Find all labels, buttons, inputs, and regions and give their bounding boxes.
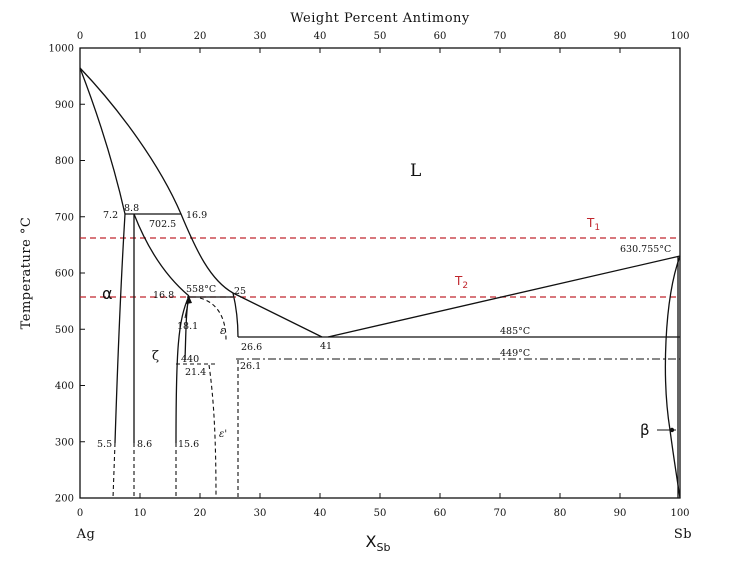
liquidus-ag-side: [79, 67, 323, 338]
isotherm-t2-main: T: [454, 274, 463, 288]
bottom-tick-label: 100: [670, 508, 689, 519]
bottom-tick-label: 50: [374, 508, 387, 519]
annotation-16-9: 16.9: [186, 210, 207, 221]
annotation-7-2: 7.2: [103, 210, 118, 221]
liquidus-sb-side: [327, 255, 681, 338]
isotherm-t1-label: T1: [586, 216, 600, 233]
t558-arrow-head: [186, 296, 192, 304]
annotation-702-5: 702.5: [149, 219, 176, 230]
top-tick-label: 30: [254, 31, 267, 42]
zeta-upper-boundary: [133, 213, 190, 297]
annotation-5-5: 5.5: [97, 439, 112, 450]
bottom-right-element: Sb: [674, 527, 692, 542]
left-tick-label: 700: [55, 212, 74, 223]
top-tick-label: 60: [434, 31, 447, 42]
bottom-tick-label: 90: [614, 508, 627, 519]
alpha-dashed-low: [112, 442, 116, 499]
left-tick-label: 300: [55, 437, 74, 448]
bottom-tick-label: 0: [77, 508, 83, 519]
annotation-8-8: 8.8: [124, 203, 139, 214]
top-tick-label: 90: [614, 31, 627, 42]
isotherm-t1-sub: 1: [594, 223, 600, 233]
annotation-41: 41: [320, 341, 332, 352]
isotherm-t2-label: T2: [454, 274, 468, 291]
annotation-26-6: 26.6: [241, 342, 262, 353]
plot-frame: [79, 47, 681, 499]
bottom-axis-ticks: 0 10 20 30 40 50 60 70 80 90 100: [77, 493, 690, 519]
left-axis-title: Temperature °C: [19, 217, 34, 330]
top-tick-label: 20: [194, 31, 207, 42]
left-tick-label: 600: [55, 269, 74, 280]
top-tick-label: 70: [494, 31, 507, 42]
phase-alpha: α: [102, 284, 113, 303]
bottom-tick-label: 80: [554, 508, 567, 519]
left-axis-ticks: 200 300 400 500 600 700 800 900 1000: [49, 44, 85, 505]
bottom-axis-title: XSb: [366, 532, 391, 554]
annotation-21-4: 21.4: [185, 367, 206, 378]
top-axis-ticks: 0 10 20 30 40 50 60 70 80 90 100: [77, 31, 690, 53]
alpha-solvus: [114, 213, 126, 444]
bottom-tick-label: 10: [134, 508, 147, 519]
isotherm-t2-sub: 2: [462, 281, 468, 291]
bottom-tick-label: 20: [194, 508, 207, 519]
left-tick-label: 800: [55, 156, 74, 167]
annotation-25: 25: [234, 286, 246, 297]
annotations: 7.2 8.8 16.9 702.5 558°C 16.8 25 18.1 26…: [97, 203, 671, 450]
alpha-solidus: [79, 67, 126, 215]
annotation-8-6: 8.6: [137, 439, 152, 450]
top-tick-label: 0: [77, 31, 83, 42]
phase-liquid: L: [410, 161, 421, 181]
left-tick-label: 900: [55, 100, 74, 111]
phase-zeta: ζ: [152, 349, 159, 364]
annotation-18-1: 18.1: [177, 321, 198, 332]
annotation-26-1: 26.1: [240, 361, 261, 372]
dashed-boundaries: [112, 297, 680, 499]
left-tick-label: 1000: [49, 44, 74, 55]
bottom-tick-label: 60: [434, 508, 447, 519]
left-tick-label: 400: [55, 381, 74, 392]
top-tick-label: 40: [314, 31, 327, 42]
annotation-485: 485°C: [500, 326, 530, 337]
phase-boundaries: [79, 67, 681, 499]
bottom-left-element: Ag: [76, 527, 96, 542]
annotation-440: 440: [181, 354, 199, 365]
phase-beta: β: [640, 421, 650, 439]
epsilon-prime-left-dashed: [208, 364, 217, 499]
bottom-tick-label: 40: [314, 508, 327, 519]
top-axis-title: Weight Percent Antimony: [290, 11, 470, 26]
top-tick-label: 50: [374, 31, 387, 42]
annotation-630-755: 630.755°C: [620, 244, 671, 255]
bottom-axis-title-sub: Sb: [377, 541, 391, 554]
phase-epsilon: ε: [220, 324, 226, 337]
isotherm-t1-main: T: [586, 216, 595, 230]
top-tick-label: 10: [134, 31, 147, 42]
annotation-16-8: 16.8: [153, 290, 174, 301]
top-tick-label: 80: [554, 31, 567, 42]
epsilon-dashed-upper: [199, 297, 227, 341]
top-tick-label: 100: [670, 31, 689, 42]
bottom-tick-label: 30: [254, 508, 267, 519]
bottom-tick-label: 70: [494, 508, 507, 519]
beta-solvus: [664, 255, 681, 499]
left-tick-label: 200: [55, 494, 74, 505]
zeta-right-boundary: [175, 295, 190, 444]
annotation-15-6: 15.6: [178, 439, 199, 450]
annotation-558: 558°C: [186, 284, 216, 295]
bottom-axis-title-main: X: [366, 532, 377, 551]
annotation-449: 449°C: [500, 348, 530, 359]
beta-marker: [669, 427, 675, 433]
left-tick-label: 500: [55, 325, 74, 336]
phase-epsilon-prime: ε': [219, 429, 227, 440]
epsilon-right-boundary: [232, 292, 239, 338]
